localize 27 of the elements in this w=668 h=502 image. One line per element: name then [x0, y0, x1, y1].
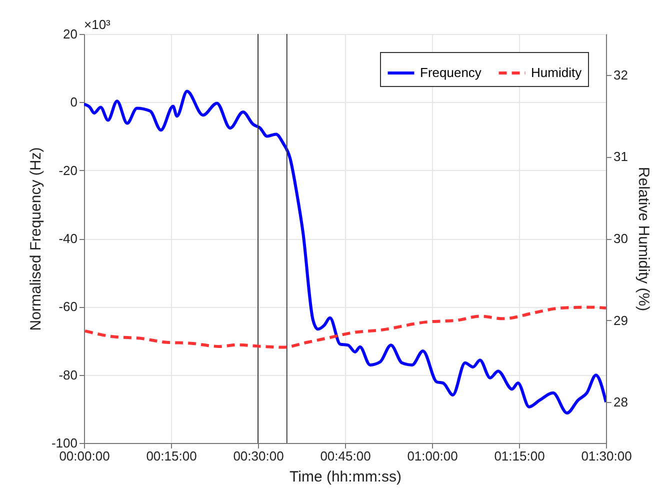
- legend-label: Humidity: [531, 65, 582, 80]
- x-tick-label: 01:15:00: [494, 448, 545, 464]
- x-tick-label: 01:30:00: [581, 448, 632, 464]
- y-tick-label: -80: [58, 367, 78, 382]
- x-tick-label: 00:30:00: [233, 448, 284, 464]
- line-series: [84, 90, 606, 415]
- y-tick-label: -20: [58, 162, 78, 178]
- legend-label: Frequency: [420, 65, 482, 80]
- x-axis-title: Time (hh:mm:ss): [290, 468, 402, 486]
- y2-axis-title: Relative Humidity (%): [634, 166, 652, 312]
- y2-tick-label: 31: [614, 149, 628, 164]
- y2-tick-label: 29: [614, 312, 628, 328]
- x-tick-label: 01:00:00: [407, 448, 458, 464]
- line-series: [84, 306, 606, 349]
- x-tick-label: 00:15:00: [146, 448, 197, 464]
- x-tick-label: 00:00:00: [59, 448, 110, 464]
- y-tick-label: 0: [70, 94, 78, 110]
- y-tick-label: -40: [58, 231, 78, 246]
- y-axis-title: Normalised Frequency (Hz): [27, 147, 44, 331]
- text: ×10³: [84, 17, 112, 32]
- y-tick-label: 20: [63, 26, 78, 42]
- x-tick-label: 00:45:00: [320, 448, 371, 464]
- y2-tick-label: 32: [614, 67, 628, 82]
- y-tick-label: -60: [58, 299, 78, 314]
- y2-tick-label: 28: [614, 394, 628, 410]
- y-tick-label: -100: [51, 436, 78, 450]
- y2-tick-label: 30: [614, 231, 628, 246]
